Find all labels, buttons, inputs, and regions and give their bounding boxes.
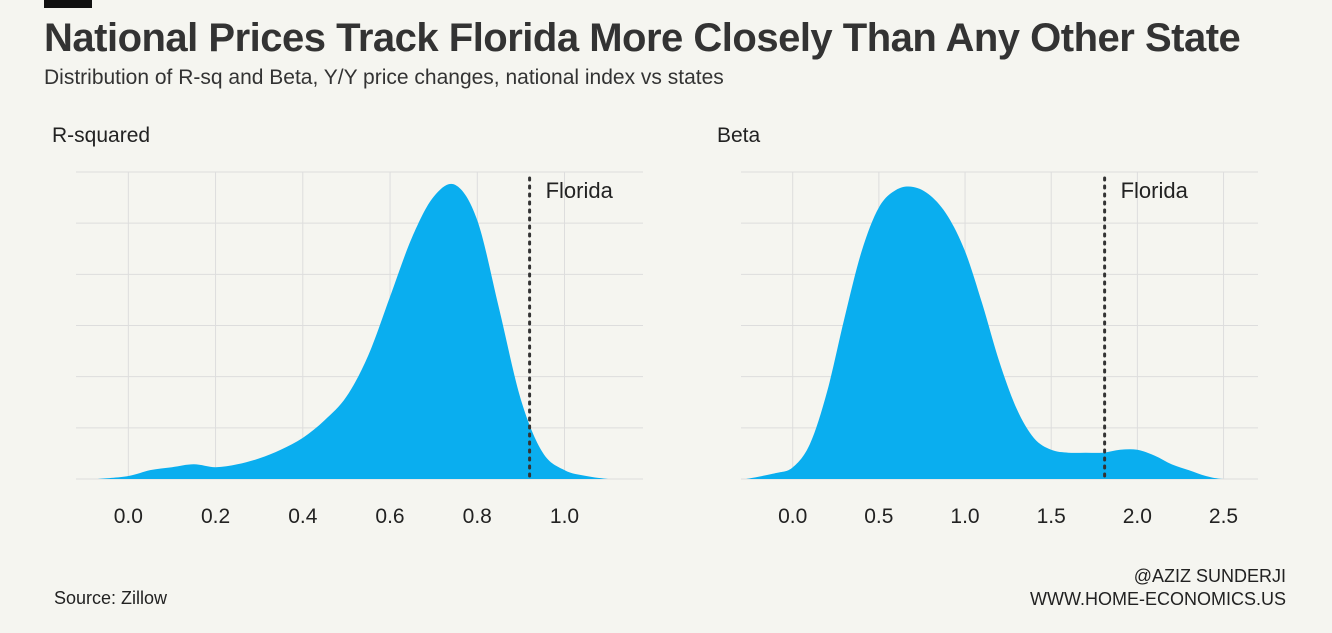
x-tick-label: 0.2 [201,505,230,528]
florida-marker-label: Florida [546,178,614,203]
florida-marker-label: Florida [1121,178,1189,203]
x-tick-label: 1.0 [550,505,579,528]
x-tick-label: 0.6 [375,505,404,528]
author-credit: @AZIZ SUNDERJI [1133,566,1286,586]
chart-title: National Prices Track Florida More Close… [44,16,1241,60]
top-accent-bar [44,0,92,8]
x-tick-label: 2.5 [1209,505,1238,528]
x-tick-label: 1.5 [1037,505,1066,528]
beta-panel: 0.0 0.5 1.0 1.5 2.0 2.5 Florida [741,171,1258,528]
chart-subtitle: Distribution of R-sq and Beta, Y/Y price… [44,66,724,89]
density-area [746,186,1250,479]
x-tick-label: 1.0 [950,505,979,528]
x-tick-label: 0.5 [864,505,893,528]
x-tick-label: 0.0 [778,505,807,528]
density-area [97,183,617,479]
rsquared-panel: 0.0 0.2 0.4 0.6 0.8 1.0 Florida [76,171,643,528]
x-tick-label: 0.0 [114,505,143,528]
panel-title-beta: Beta [717,124,761,147]
x-tick-label: 0.4 [288,505,318,528]
x-tick-label: 0.8 [463,505,492,528]
website-credit: WWW.HOME-ECONOMICS.US [1030,589,1286,609]
source-note: Source: Zillow [54,588,168,608]
x-tick-label: 2.0 [1123,505,1152,528]
panel-title-rsquared: R-squared [52,124,151,147]
